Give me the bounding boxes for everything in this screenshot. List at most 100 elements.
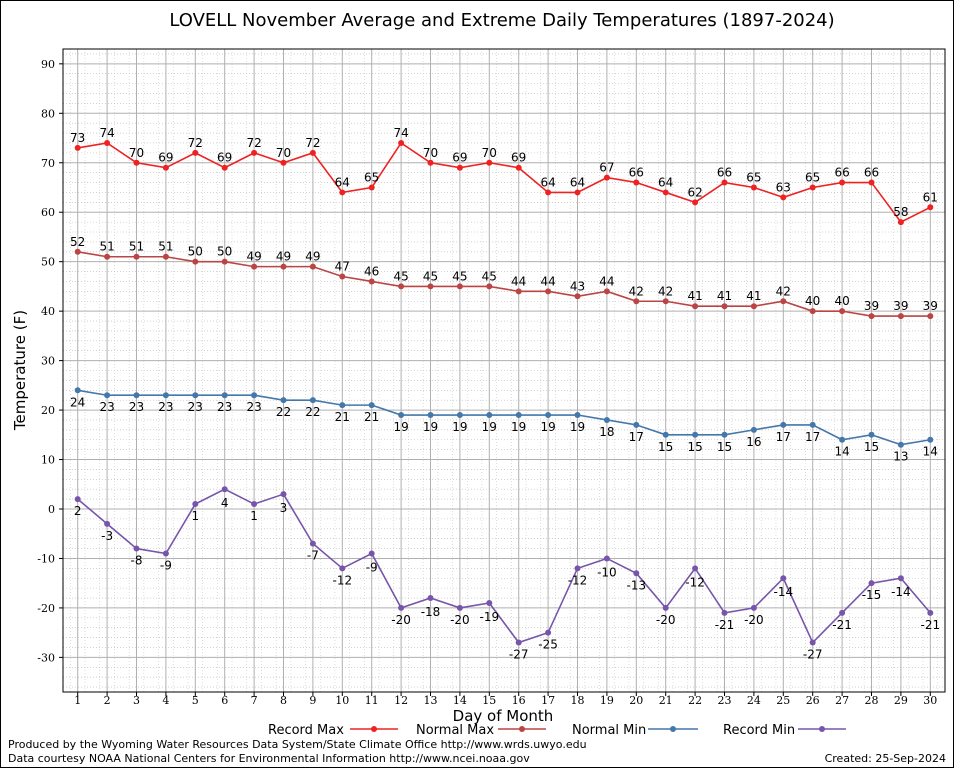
series-normal-max-data-label: 39 [864, 299, 879, 313]
series-record-min-point [192, 501, 199, 508]
legend-normal-max-label: Normal Max [416, 723, 494, 738]
series-normal-min-point [868, 431, 875, 438]
series-normal-max-point [368, 278, 375, 285]
y-axis-label: Temperature (F) [11, 310, 29, 431]
series-record-max-data-label: 64 [570, 175, 585, 189]
x-tick-label: 29 [894, 694, 908, 707]
series-record-min-point [309, 540, 316, 547]
y-tick-label: -10 [37, 552, 55, 565]
x-tick-label: 7 [251, 694, 258, 707]
series-record-max-data-label: 65 [746, 170, 761, 184]
x-tick-label: 16 [512, 694, 526, 707]
series-record-min-point [162, 550, 169, 557]
series-record-min-data-label: -21 [715, 618, 735, 632]
series-record-min-point [574, 565, 581, 572]
series-normal-max-point [427, 283, 434, 290]
series-normal-max-data-label: 42 [776, 284, 791, 298]
series-record-min-point [662, 604, 669, 611]
y-tick-label: 50 [41, 256, 55, 269]
series-record-max-point [456, 164, 463, 171]
series-record-min-data-label: -14 [773, 585, 793, 599]
series-record-max-point [398, 139, 405, 146]
x-tick-label: 6 [221, 694, 228, 707]
y-tick-label: 90 [41, 58, 55, 71]
series-record-max-data-label: 74 [393, 126, 408, 140]
x-tick-label: 8 [280, 694, 287, 707]
x-tick-label: 28 [865, 694, 879, 707]
x-tick-label: 15 [482, 694, 496, 707]
series-normal-max-data-label: 47 [335, 260, 350, 274]
series-record-min-data-label: 1 [250, 509, 258, 523]
series-normal-max-point [721, 303, 728, 310]
series-normal-min-data-label: 23 [246, 400, 261, 414]
series-normal-max-point [280, 263, 287, 270]
series-normal-min-data-label: 23 [129, 400, 144, 414]
series-record-max-point [574, 189, 581, 196]
series-record-min-point [133, 545, 140, 552]
series-record-max-point [162, 164, 169, 171]
series-record-max-point [133, 159, 140, 166]
series-record-min-data-label: -7 [307, 549, 319, 563]
x-tick-label: 14 [453, 694, 467, 707]
series-normal-max-data-label: 44 [511, 274, 526, 288]
axis-ticks: 1 2 3 4 5 6 7 8 9 10 11 12 13 14 15 16 17 18 19 20 21 22 23 24 2… [37, 58, 937, 707]
series-normal-max-point [456, 283, 463, 290]
series-record-min-data-label: -14 [891, 585, 911, 599]
series-record-max-point [192, 149, 199, 156]
x-tick-label: 13 [424, 694, 438, 707]
series-normal-min-data-label: 14 [834, 445, 849, 459]
x-tick-label: 25 [776, 694, 790, 707]
series-normal-max-data-label: 41 [687, 289, 702, 303]
series-normal-max-point [486, 283, 493, 290]
series-record-min-point [927, 609, 934, 616]
series-normal-max-data-label: 50 [217, 245, 232, 259]
series-record-max-data-label: 65 [805, 170, 820, 184]
series-record-min-data-label: -20 [391, 613, 411, 627]
series-normal-max-data-label: 49 [276, 250, 291, 264]
series-record-max-data-label: 69 [452, 151, 467, 165]
x-tick-label: 17 [541, 694, 555, 707]
y-tick-label: 60 [41, 206, 55, 219]
series-normal-min-point [486, 412, 493, 419]
legend-normal-min-label: Normal Min [572, 723, 646, 738]
series-record-min-data-label: -12 [332, 573, 352, 587]
series-normal-min-point [692, 431, 699, 438]
legend-record-max-label: Record Max [268, 723, 344, 738]
series-record-max-data-label: 72 [305, 136, 320, 150]
series-normal-min-point [251, 392, 258, 399]
grid [62, 49, 946, 692]
series-normal-min-data-label: 19 [540, 420, 555, 434]
series-normal-min-data-label: 21 [335, 410, 350, 424]
series-normal-min-data-label: 19 [452, 420, 467, 434]
series-normal-min-data-label: 15 [717, 440, 732, 454]
series-record-min-data-label: -20 [450, 613, 470, 627]
series-record-max-point [515, 164, 522, 171]
series-record-min-point [839, 609, 846, 616]
series-normal-min-point [633, 421, 640, 428]
series-record-max-data-label: 58 [893, 205, 908, 219]
series-normal-min-point [280, 397, 287, 404]
series-normal-max-data-label: 50 [188, 245, 203, 259]
series-record-min-line [77, 488, 931, 644]
series-record-min-data-label: 1 [191, 509, 199, 523]
series-normal-max-point [545, 288, 552, 295]
x-tick-label: 2 [104, 694, 111, 707]
series-record-max-data-label: 72 [188, 136, 203, 150]
series-record-min-data-label: 3 [280, 501, 288, 515]
series-normal-min-point [897, 441, 904, 448]
series-record-max-point [545, 189, 552, 196]
series-record-min-data-label: -12 [685, 575, 705, 589]
series-record-min-point [339, 565, 346, 572]
x-tick-label: 20 [629, 694, 643, 707]
series-normal-max-point [74, 248, 81, 255]
series-normal-min-data-label: 21 [364, 410, 379, 424]
series-record-max-data-label: 70 [482, 146, 497, 160]
series-record-min-data-label: -9 [160, 559, 172, 573]
series-normal-max-data-label: 46 [364, 264, 379, 278]
series-normal-min-data-label: 18 [599, 425, 614, 439]
series-record-max-point [339, 189, 346, 196]
series-normal-min-point [839, 436, 846, 443]
series-normal-min-point [133, 392, 140, 399]
series-record-max-point [868, 179, 875, 186]
